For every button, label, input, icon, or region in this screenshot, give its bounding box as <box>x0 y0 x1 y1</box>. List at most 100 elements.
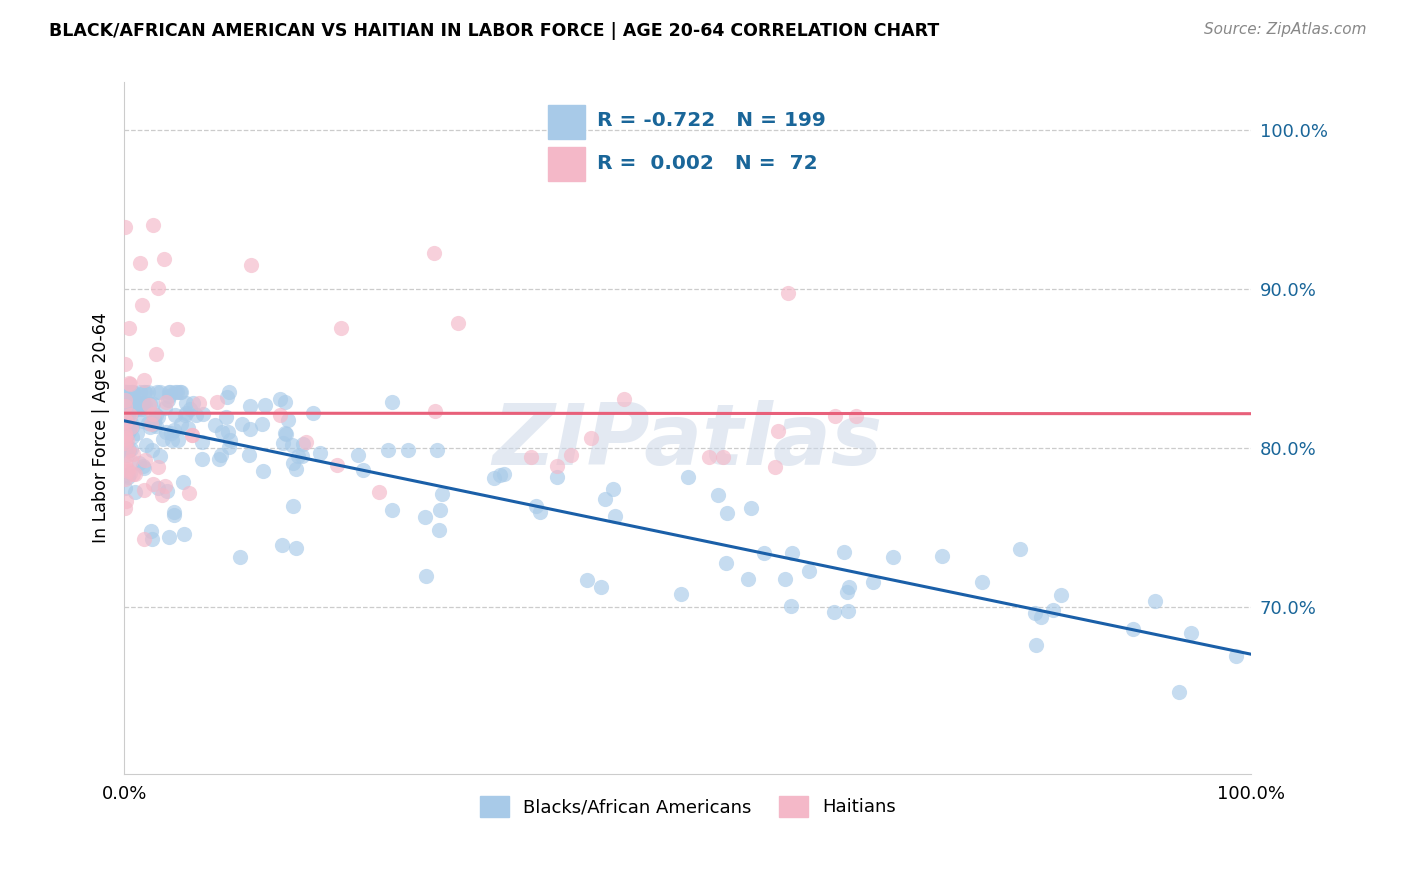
Point <box>142 218 165 232</box>
Point <box>1168 684 1191 698</box>
Point <box>1050 588 1073 602</box>
Point <box>131 397 153 411</box>
Point <box>669 587 692 601</box>
Point <box>131 402 153 417</box>
Point <box>482 471 505 485</box>
Legend: Blacks/African Americans, Haitians: Blacks/African Americans, Haitians <box>472 789 903 824</box>
Point <box>139 524 162 538</box>
Point <box>121 430 143 444</box>
Point <box>779 599 801 614</box>
Point <box>169 417 191 431</box>
Point <box>118 385 141 400</box>
Point <box>114 385 136 400</box>
Point <box>115 493 138 508</box>
Point <box>128 399 150 413</box>
Point <box>763 460 786 475</box>
Point <box>114 425 136 440</box>
Point <box>156 392 179 407</box>
Point <box>972 575 994 590</box>
Point <box>209 449 232 463</box>
Point <box>114 467 136 482</box>
Point <box>142 407 165 421</box>
Point <box>167 433 190 447</box>
Point <box>240 258 263 272</box>
Point <box>114 414 136 428</box>
Point <box>121 405 143 419</box>
Point <box>422 246 444 260</box>
Point <box>1143 594 1166 608</box>
Point <box>162 505 184 519</box>
Point <box>737 573 759 587</box>
Point <box>176 406 198 420</box>
Point <box>187 396 209 410</box>
Point <box>142 417 165 432</box>
Point <box>218 385 240 400</box>
Point <box>120 388 142 402</box>
Point <box>423 403 446 417</box>
Point <box>139 417 162 431</box>
Point <box>1024 606 1046 620</box>
Point <box>120 419 142 434</box>
Point <box>149 449 172 463</box>
Point <box>114 391 136 405</box>
Point <box>824 409 846 424</box>
Point <box>117 442 139 457</box>
Point <box>132 373 155 387</box>
Point <box>613 392 636 407</box>
Point <box>284 462 307 476</box>
Point <box>287 449 309 463</box>
Point <box>120 400 142 414</box>
Point <box>191 451 214 466</box>
Point <box>1042 602 1064 616</box>
Point <box>114 428 136 442</box>
Point <box>181 427 204 442</box>
Point <box>132 414 155 428</box>
Point <box>118 321 141 335</box>
Point <box>162 433 184 447</box>
Point <box>114 481 136 495</box>
Point <box>132 459 155 474</box>
Point <box>215 390 238 404</box>
Point <box>121 420 143 434</box>
Point <box>211 425 233 439</box>
Point <box>129 395 152 409</box>
Point <box>377 443 399 458</box>
Point <box>280 438 302 452</box>
Point <box>129 256 152 270</box>
Point <box>121 385 143 400</box>
Point <box>714 556 737 570</box>
Point <box>150 488 173 502</box>
Point <box>368 485 391 500</box>
Point <box>752 547 775 561</box>
Point <box>238 448 260 462</box>
Point <box>208 452 231 467</box>
Point <box>250 417 273 431</box>
Point <box>347 448 370 462</box>
Point <box>740 500 762 515</box>
Point <box>114 436 136 450</box>
Point <box>141 397 163 411</box>
Point <box>605 509 627 524</box>
Point <box>780 546 803 560</box>
Point <box>114 431 136 445</box>
Point <box>706 488 728 502</box>
Point <box>716 506 738 520</box>
Point <box>124 467 146 482</box>
Point <box>524 499 547 513</box>
Point <box>589 580 612 594</box>
Point <box>134 483 156 498</box>
Point <box>560 449 582 463</box>
Point <box>135 438 157 452</box>
Point <box>520 450 543 464</box>
Point <box>114 425 136 440</box>
Point <box>176 396 198 410</box>
Point <box>124 484 146 499</box>
Point <box>330 320 353 334</box>
Point <box>381 502 404 516</box>
Point <box>380 394 402 409</box>
Point <box>231 417 253 432</box>
Point <box>115 386 138 401</box>
Point <box>276 427 298 442</box>
Point <box>177 486 200 500</box>
Point <box>882 550 904 565</box>
